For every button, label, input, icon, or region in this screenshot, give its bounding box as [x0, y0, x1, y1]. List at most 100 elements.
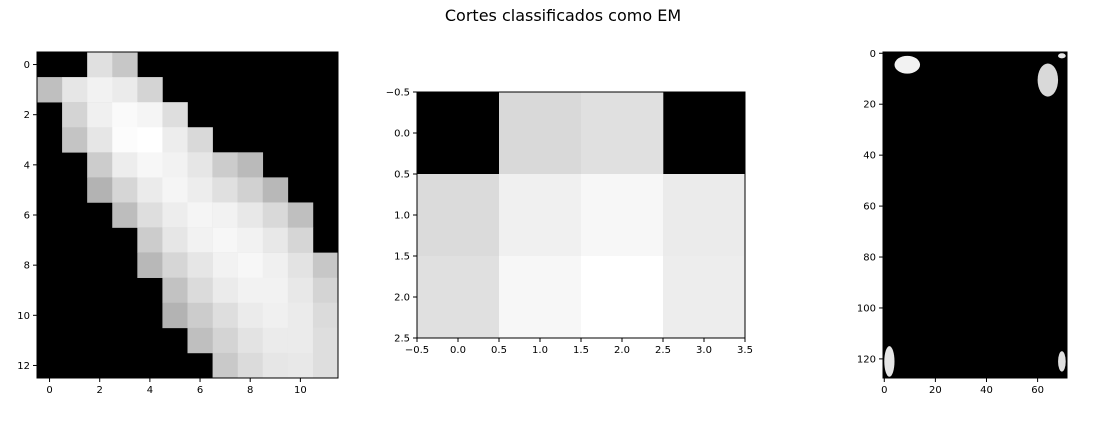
heatmap-background [883, 52, 1067, 378]
y-tick-label: 8 [24, 261, 30, 272]
x-tick-label: 4 [147, 385, 153, 396]
heatmap-cell [417, 256, 500, 339]
x-tick-label: 0 [46, 385, 52, 396]
heatmap-cell [262, 177, 289, 203]
heatmap-cell [237, 252, 264, 278]
heatmap-cell [212, 302, 238, 329]
heatmap-cell [262, 327, 289, 354]
y-tick-label: 2 [24, 110, 30, 121]
heatmap-cell [237, 227, 264, 253]
heatmap-cell [212, 227, 238, 253]
x-tick-label: 20 [929, 385, 942, 396]
heatmap-cell [187, 277, 213, 304]
heatmap-cell [37, 77, 63, 103]
x-tick-label: 60 [1031, 385, 1044, 396]
y-tick-label: 0.0 [394, 129, 410, 140]
x-tick-label: 3.5 [737, 345, 753, 356]
x-tick-label: 0.0 [450, 345, 466, 356]
heatmap-cell [212, 152, 238, 178]
x-tick-label: 1.5 [573, 345, 589, 356]
y-tick-label: 0.5 [394, 170, 410, 181]
y-tick-label: 20 [863, 100, 876, 111]
heatmap-cell [187, 302, 213, 329]
heatmap-cell [137, 227, 163, 253]
heatmap-cell [287, 252, 314, 278]
heatmap-cell [287, 227, 314, 253]
y-tick-label: 1.5 [394, 252, 410, 263]
heatmap-cell [663, 174, 746, 257]
heatmap-cell [187, 152, 213, 178]
heatmap-cell [87, 52, 113, 78]
heatmap-cell [663, 256, 746, 339]
heatmap-cell [112, 127, 138, 153]
heatmap-cell [312, 277, 339, 304]
heatmap-cell [87, 102, 113, 128]
heatmap-cell [212, 327, 238, 354]
x-tick-label: 1.0 [532, 345, 548, 356]
heatmap-cell [162, 252, 188, 278]
heatmap-cell [112, 177, 138, 203]
heatmap-cell [212, 352, 238, 379]
heatmap-cell [237, 277, 264, 304]
x-tick-label: 6 [197, 385, 203, 396]
heatmap-cell [237, 177, 264, 203]
figure-title: Cortes classificados como EM [445, 6, 681, 25]
y-tick-label: 80 [863, 253, 876, 264]
heatmap-cell [137, 77, 163, 103]
heatmap-cell [87, 177, 113, 203]
heatmap-cell [287, 327, 314, 354]
heatmap-cell [187, 177, 213, 203]
heatmap-cell [137, 177, 163, 203]
heatmap-cell [237, 202, 264, 228]
heatmap-cell [112, 77, 138, 103]
heatmap-cell [162, 127, 188, 153]
x-tick-label: 2.5 [655, 345, 671, 356]
heatmap-cell [87, 152, 113, 178]
heatmap-blob [884, 346, 895, 377]
y-tick-label: 10 [17, 311, 30, 322]
x-tick-label: 2.0 [614, 345, 630, 356]
heatmap-cell [62, 127, 88, 153]
heatmap-blob [894, 55, 921, 74]
heatmap-cell [187, 327, 213, 354]
y-tick-label: 0 [870, 49, 876, 60]
y-tick-label: 1.0 [394, 211, 410, 222]
heatmap-cell [262, 202, 289, 228]
x-tick-label: 0 [881, 385, 887, 396]
heatmap-cell [312, 352, 339, 379]
heatmap-cell [187, 202, 213, 228]
heatmap-cell [162, 302, 188, 329]
y-tick-label: −0.5 [386, 88, 410, 99]
heatmap-cell [87, 127, 113, 153]
heatmap-cell [237, 302, 264, 329]
y-tick-label: 120 [857, 354, 876, 365]
y-tick-label: 4 [24, 160, 30, 171]
heatmap-cell [312, 252, 339, 278]
heatmap-cell [212, 202, 238, 228]
heatmap-cell [187, 127, 213, 153]
heatmap-cell [287, 352, 314, 379]
heatmap-cell [262, 352, 289, 379]
heatmap-cell [312, 302, 339, 329]
heatmap-cell [62, 77, 88, 103]
y-tick-label: 100 [857, 303, 876, 314]
heatmap-cell [262, 277, 289, 304]
y-tick-label: 6 [24, 211, 30, 222]
x-tick-label: 8 [247, 385, 253, 396]
heatmap-cell [87, 77, 113, 103]
axes-frame [882, 51, 1068, 379]
heatmap-cell [312, 327, 339, 354]
y-tick-label: 2.5 [394, 334, 410, 345]
heatmap-blob [1058, 53, 1066, 59]
x-tick-label: 0.5 [491, 345, 507, 356]
heatmap-cell [137, 102, 163, 128]
heatmap-cell [112, 202, 138, 228]
heatmap-cell [162, 177, 188, 203]
heatmap-cell [237, 352, 264, 379]
heatmap-cell [212, 177, 238, 203]
heatmap-cell [287, 302, 314, 329]
heatmap-cell [112, 152, 138, 178]
heatmap-cell [237, 327, 264, 354]
